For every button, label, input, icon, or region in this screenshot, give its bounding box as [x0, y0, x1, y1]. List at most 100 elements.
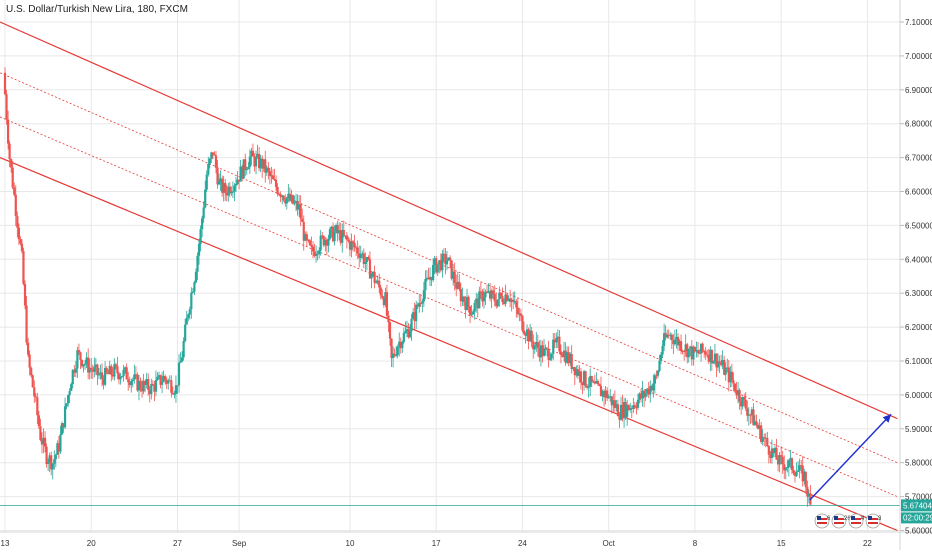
candle-body	[755, 421, 758, 426]
candle-body	[507, 298, 510, 301]
candle-body	[726, 367, 729, 369]
channel-mid-lower-line[interactable]	[0, 116, 898, 497]
candle-body	[204, 189, 207, 208]
us-flag-event-icon[interactable]: 4	[848, 513, 865, 529]
candle-body	[775, 447, 778, 460]
candle-body	[311, 246, 315, 252]
candle-body	[395, 355, 398, 357]
candle-body	[120, 376, 124, 378]
candle-body	[646, 388, 649, 393]
candle-body	[168, 380, 171, 382]
channel-upper-line[interactable]	[0, 21, 898, 420]
candle-body	[753, 421, 757, 426]
candle-body	[593, 381, 596, 384]
candle-body	[542, 348, 546, 356]
candle-body	[221, 178, 224, 193]
candle-body	[461, 296, 464, 302]
candle-body	[205, 174, 208, 190]
candle-body	[489, 291, 492, 299]
candle-body	[80, 359, 84, 367]
candle-body	[516, 307, 519, 315]
candle-body	[468, 306, 472, 315]
candle-body	[290, 195, 293, 201]
candle-body	[370, 273, 373, 279]
flag-canton	[834, 516, 838, 520]
candle-body	[301, 218, 304, 222]
y-tick-label: 6.10000	[905, 357, 932, 366]
us-flag-event-icon[interactable]: 26	[831, 513, 851, 529]
y-tick-label: 6.40000	[905, 255, 932, 264]
candle-body	[786, 467, 789, 469]
candle-body	[410, 318, 413, 332]
price-axis[interactable]: 7.10000 7.00000 6.90000 6.80000 6.70000 6.600…	[900, 18, 932, 536]
candle-body	[721, 359, 724, 366]
candle-body	[344, 235, 347, 237]
candle-body	[93, 366, 96, 372]
candle-body	[390, 338, 393, 359]
candle-body	[752, 409, 755, 426]
candle-body	[544, 348, 547, 350]
candle-body	[247, 167, 250, 170]
candle-body	[164, 376, 167, 380]
candle-body	[699, 343, 703, 354]
candle-body	[732, 380, 735, 384]
candle-body	[74, 368, 77, 373]
candle-body	[30, 367, 33, 376]
candle-body	[90, 367, 93, 370]
candle-body	[219, 178, 222, 182]
candle-body	[184, 324, 187, 341]
candle-body	[216, 167, 219, 185]
candle-body	[432, 264, 435, 281]
candle-body	[117, 373, 121, 380]
candle-body	[493, 293, 496, 302]
candle-body	[43, 437, 47, 447]
candle-body	[724, 368, 727, 375]
candle-body	[385, 292, 389, 316]
candle-body	[562, 350, 566, 358]
flag-canton	[851, 516, 855, 520]
channel-layer	[0, 21, 898, 532]
candle-body	[720, 363, 723, 366]
candle-body	[294, 201, 298, 203]
flag-stripe	[834, 522, 844, 524]
candle-body	[448, 257, 452, 261]
y-tick-label: 5.80000	[905, 459, 932, 468]
candle-body	[125, 367, 128, 380]
candle-body	[140, 388, 144, 392]
candle-body	[633, 405, 636, 408]
candle-body	[19, 239, 22, 244]
candle-body	[599, 385, 603, 397]
candle-body	[37, 415, 40, 427]
candle-body	[321, 235, 324, 237]
candle-body	[358, 253, 361, 259]
candle-body	[715, 353, 718, 368]
candle-body	[335, 225, 338, 232]
candle-body	[509, 298, 512, 302]
candle-body	[586, 385, 589, 388]
time-axis[interactable]: 13 20 27 Sep 10 17 24 Oct 8 15 22	[1, 539, 873, 548]
channel-mid-upper-line[interactable]	[0, 72, 898, 464]
candle-body	[79, 352, 82, 360]
candle-body	[48, 455, 51, 463]
candle-body	[322, 236, 325, 246]
candle-body	[62, 423, 65, 428]
candle-body	[667, 334, 670, 336]
us-flag-event-icon[interactable]: 6	[814, 513, 831, 529]
candle-body	[23, 283, 27, 306]
candle-body	[355, 247, 358, 249]
candle-body	[632, 405, 635, 409]
candle-body	[87, 357, 90, 373]
candle-body	[419, 302, 422, 304]
channel-lower-line[interactable]	[0, 157, 898, 532]
candle-body	[42, 437, 45, 445]
candle-body	[22, 251, 25, 284]
candle-body	[470, 314, 473, 316]
event-markers[interactable]: 6 26 4 3	[814, 513, 882, 529]
candle-body	[442, 253, 445, 255]
candle-body	[793, 473, 797, 476]
us-flag-event-icon[interactable]: 3	[865, 513, 882, 529]
x-tick-label: 8	[693, 539, 698, 548]
projection-arrow-line[interactable]	[809, 413, 892, 501]
candle-body	[713, 353, 717, 362]
